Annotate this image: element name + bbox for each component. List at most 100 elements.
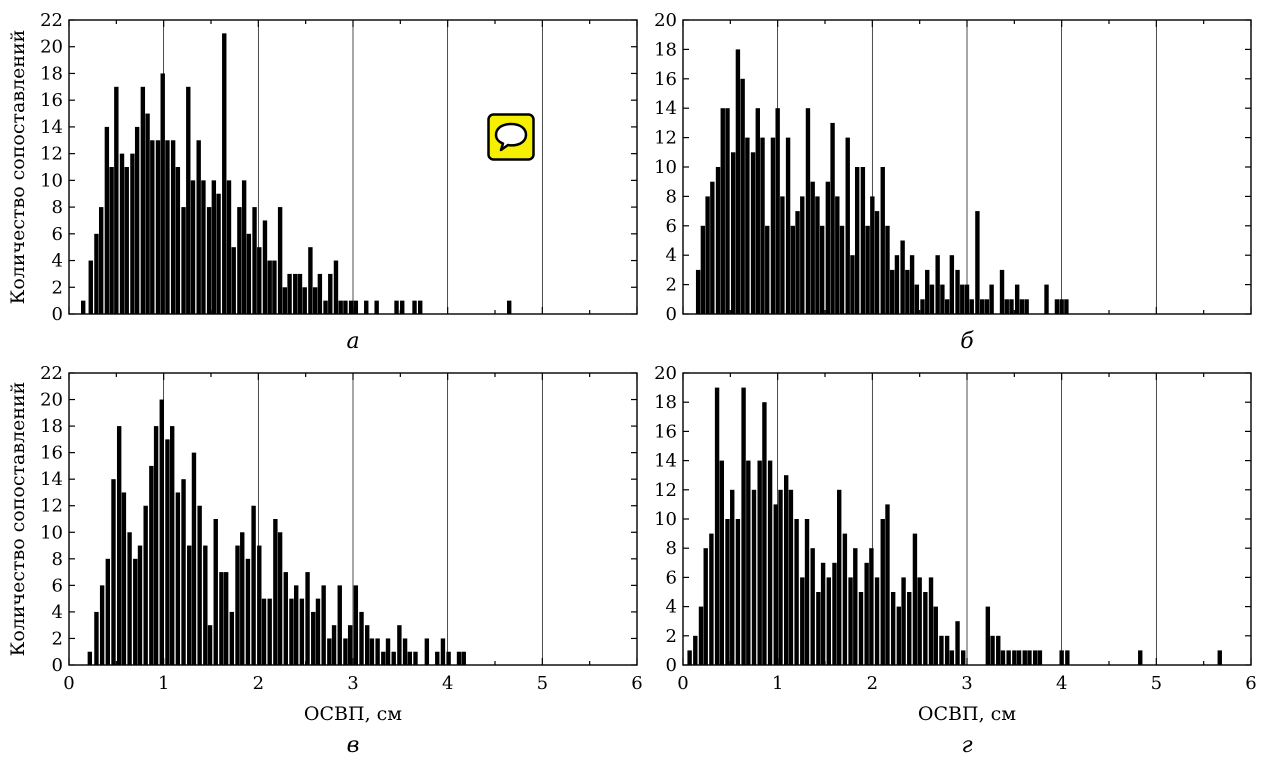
bar xyxy=(261,598,267,665)
y-tick-label: 0 xyxy=(52,304,63,325)
y-tick-label: 2 xyxy=(666,275,677,296)
bar xyxy=(94,611,99,665)
bar xyxy=(312,287,318,314)
bar xyxy=(211,180,217,314)
y-tick-label: 2 xyxy=(52,628,63,649)
bar xyxy=(365,625,370,665)
speech-bubble-icon xyxy=(487,113,535,161)
bar xyxy=(912,533,918,665)
bar xyxy=(735,519,741,665)
bar xyxy=(203,545,208,665)
x-tick-label: 0 xyxy=(677,673,688,694)
bar xyxy=(825,181,831,314)
y-tick-label: 10 xyxy=(40,522,63,543)
bar xyxy=(331,625,337,665)
bar xyxy=(140,86,146,315)
bar xyxy=(837,489,842,665)
x-tick-label: 4 xyxy=(442,673,453,694)
y-tick-label: 2 xyxy=(666,626,677,647)
x-axis-title: ОСВП, см xyxy=(918,703,1016,725)
y-tick-label: 14 xyxy=(40,469,63,490)
bar xyxy=(900,240,905,314)
bar xyxy=(323,300,328,314)
bar xyxy=(375,638,380,665)
y-tick-label: 4 xyxy=(666,597,677,618)
bar xyxy=(240,532,245,665)
bar xyxy=(241,180,247,314)
bar xyxy=(116,426,122,665)
bar xyxy=(880,519,885,665)
bar xyxy=(283,572,288,665)
bar xyxy=(397,625,402,665)
bar xyxy=(944,635,950,665)
bar xyxy=(134,126,140,314)
bar xyxy=(832,562,837,665)
y-tick-label: 0 xyxy=(52,655,63,676)
bar xyxy=(746,460,751,665)
y-tick-label: 0 xyxy=(666,304,677,325)
bar xyxy=(725,108,730,314)
bar xyxy=(196,140,201,314)
bar xyxy=(407,651,412,665)
y-tick-label: 18 xyxy=(40,63,63,84)
bar xyxy=(297,273,303,314)
bar xyxy=(885,504,890,665)
bar xyxy=(109,167,114,314)
bar xyxy=(175,492,181,665)
bar xyxy=(507,300,512,314)
bar xyxy=(778,489,783,665)
bar xyxy=(165,140,170,314)
bar xyxy=(816,592,821,665)
bar xyxy=(235,545,240,665)
bar xyxy=(237,207,242,314)
bar xyxy=(1138,650,1143,665)
bar xyxy=(695,269,701,314)
bar xyxy=(705,196,710,314)
x-tick-label: 3 xyxy=(347,673,358,694)
bar xyxy=(353,585,359,665)
bar xyxy=(984,299,990,314)
bar xyxy=(347,625,353,665)
bar xyxy=(865,225,870,314)
bar xyxy=(990,635,995,665)
x-tick-label: 0 xyxy=(63,673,74,694)
x-axis-title: ОСВП, см xyxy=(304,703,402,725)
bar xyxy=(381,651,386,665)
bar xyxy=(99,585,105,665)
bar xyxy=(105,558,111,665)
bar xyxy=(745,137,750,314)
bar xyxy=(333,260,339,314)
bar xyxy=(853,548,858,665)
bar xyxy=(845,137,850,314)
bar xyxy=(308,247,313,314)
bar xyxy=(874,211,880,314)
bar xyxy=(999,269,1005,314)
bar xyxy=(735,49,741,315)
bar xyxy=(81,300,86,314)
bar xyxy=(715,167,721,314)
y-tick-label: 18 xyxy=(654,392,677,413)
bar xyxy=(839,225,845,314)
bar xyxy=(923,592,928,665)
bar xyxy=(795,211,800,314)
bar xyxy=(969,299,974,314)
x-tick-label: 6 xyxy=(631,673,642,694)
y-tick-label: 16 xyxy=(654,421,677,442)
bar xyxy=(394,300,399,314)
y-tick-label: 14 xyxy=(40,117,63,138)
comment-button[interactable] xyxy=(487,113,535,161)
bar xyxy=(1217,650,1222,665)
y-tick-label: 10 xyxy=(654,509,677,530)
y-tick-label: 4 xyxy=(666,245,677,266)
bar xyxy=(229,611,235,665)
bar xyxy=(305,572,310,665)
bar xyxy=(87,651,93,665)
y-tick-label: 12 xyxy=(654,480,677,501)
bar xyxy=(299,598,305,665)
bar xyxy=(181,207,186,314)
bar xyxy=(985,606,991,665)
bar xyxy=(880,167,885,314)
bar xyxy=(810,548,815,665)
bar xyxy=(175,167,181,314)
